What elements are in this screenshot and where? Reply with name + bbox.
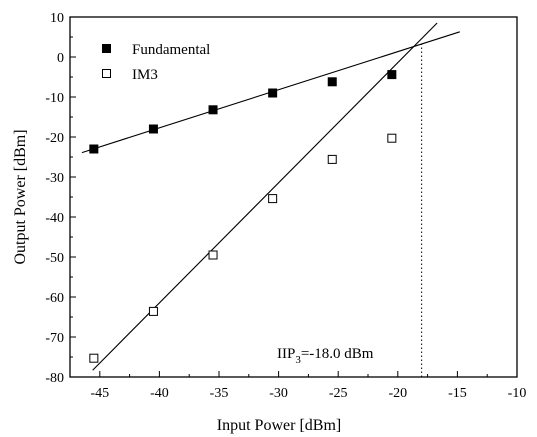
legend-label-im3: IM3 bbox=[132, 67, 158, 83]
marker-fundamental bbox=[89, 144, 99, 154]
data-markers bbox=[89, 70, 397, 363]
y-tick-label: -50 bbox=[45, 251, 64, 266]
marker-im3 bbox=[89, 353, 99, 363]
legend: Fundamental IM3 bbox=[102, 42, 210, 83]
x-tick-label: -40 bbox=[150, 386, 169, 401]
y-tick-label: 0 bbox=[57, 51, 64, 66]
y-axis-title: Output Power [dBm] bbox=[12, 129, 29, 264]
y-tick-label: -10 bbox=[45, 91, 64, 106]
marker-im3 bbox=[387, 133, 397, 143]
x-tick-label: -35 bbox=[210, 386, 229, 401]
iip3-annotation: IIP3=-18.0 dBm bbox=[277, 346, 374, 366]
y-tick-label: -30 bbox=[45, 171, 64, 186]
iip3-subscript: 3 bbox=[295, 354, 301, 366]
x-axis-ticks: -45 -40 -35 -30 -25 -20 -15 -10 bbox=[69, 371, 527, 401]
marker-fundamental bbox=[387, 70, 397, 80]
marker-im3 bbox=[148, 306, 158, 316]
x-tick-label: -25 bbox=[329, 386, 348, 401]
marker-fundamental bbox=[148, 124, 158, 134]
x-tick-label: -20 bbox=[388, 386, 407, 401]
x-tick-label: -10 bbox=[508, 386, 527, 401]
marker-im3 bbox=[208, 250, 218, 260]
legend-marker-fundamental bbox=[102, 44, 111, 53]
y-tick-label: -20 bbox=[45, 131, 64, 146]
iip3-prefix: IIP bbox=[277, 346, 295, 362]
y-axis-ticks: -80 -70 -60 -50 -40 -30 -20 -10 0 10 bbox=[45, 11, 76, 386]
marker-im3 bbox=[268, 194, 278, 204]
marker-fundamental bbox=[208, 105, 218, 115]
legend-label-fundamental: Fundamental bbox=[132, 42, 210, 58]
x-tick-label: -30 bbox=[269, 386, 288, 401]
iip3-value: =-18.0 dBm bbox=[301, 346, 374, 362]
marker-im3 bbox=[327, 154, 337, 164]
y-tick-label: -80 bbox=[45, 371, 64, 386]
x-tick-label: -15 bbox=[448, 386, 467, 401]
y-tick-label: 10 bbox=[50, 11, 64, 26]
x-tick-label: -45 bbox=[90, 386, 109, 401]
y-tick-label: -70 bbox=[45, 331, 64, 346]
legend-marker-im3 bbox=[102, 69, 111, 78]
marker-fundamental bbox=[268, 88, 278, 98]
y-tick-label: -60 bbox=[45, 291, 64, 306]
x-axis-title: Input Power [dBm] bbox=[217, 417, 341, 434]
y-tick-label: -40 bbox=[45, 211, 64, 226]
marker-fundamental bbox=[327, 77, 337, 87]
